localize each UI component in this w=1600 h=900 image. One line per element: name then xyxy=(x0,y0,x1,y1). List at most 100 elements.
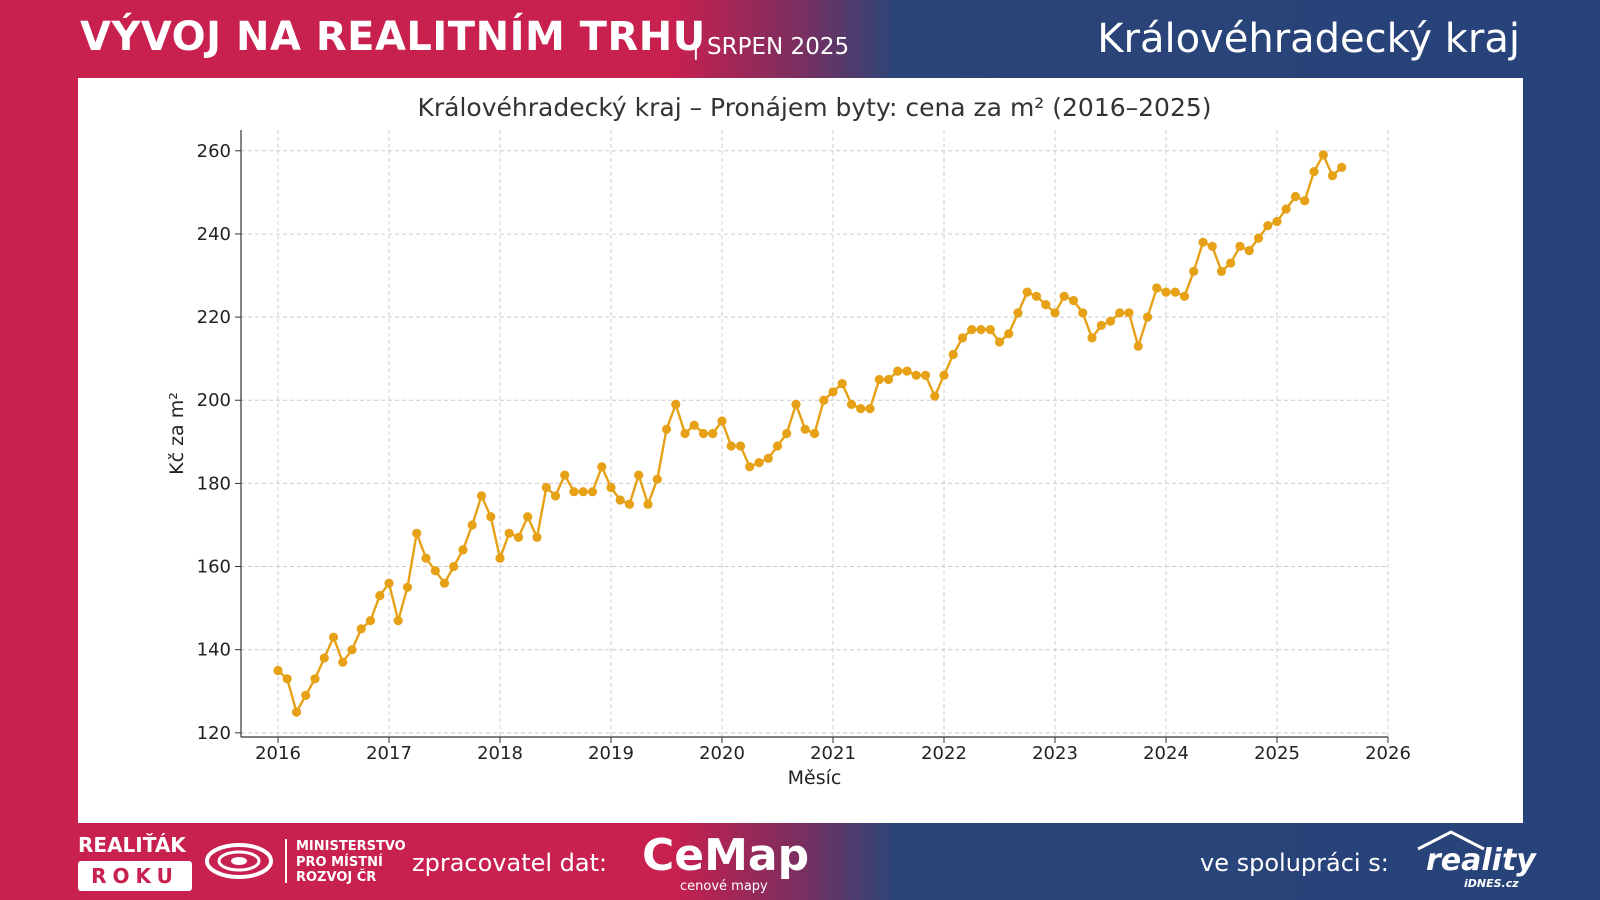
data-point xyxy=(1031,291,1042,301)
data-point xyxy=(550,491,561,501)
data-point xyxy=(1105,316,1116,326)
data-point xyxy=(301,690,311,701)
data-point xyxy=(1050,308,1060,318)
data-point xyxy=(273,665,283,676)
data-point xyxy=(828,387,838,397)
data-point xyxy=(837,379,847,389)
data-point xyxy=(338,657,348,667)
data-point xyxy=(1253,233,1264,243)
reality-logo-name: reality xyxy=(1426,843,1536,878)
y-tick-label: 140 xyxy=(197,640,231,661)
data-point xyxy=(1078,308,1088,318)
data-point xyxy=(930,391,940,401)
data-point xyxy=(976,325,986,335)
data-point xyxy=(1226,258,1236,268)
x-tick-label: 2020 xyxy=(699,743,745,764)
data-point xyxy=(375,591,385,601)
data-point xyxy=(1272,216,1282,227)
data-point xyxy=(319,653,329,663)
data-point xyxy=(347,645,357,655)
data-point xyxy=(495,553,505,563)
data-point xyxy=(1068,295,1079,306)
data-point xyxy=(467,520,477,530)
data-point xyxy=(643,499,653,509)
data-point xyxy=(1327,171,1338,181)
data-point xyxy=(1013,308,1023,318)
cemap-logo: CeMap cenové mapy xyxy=(642,830,812,895)
data-point xyxy=(652,474,662,484)
data-point xyxy=(1161,287,1171,297)
data-point xyxy=(1059,291,1069,301)
data-point xyxy=(745,462,755,472)
data-point xyxy=(717,416,727,426)
data-point xyxy=(1300,196,1310,206)
y-tick-label: 220 xyxy=(197,307,231,328)
data-point xyxy=(689,420,699,430)
data-point xyxy=(291,707,302,717)
cemap-logo-name: CeMap xyxy=(642,830,810,881)
data-point xyxy=(893,366,903,376)
partner-label: ve spolupráci s: xyxy=(1200,849,1389,877)
data-point xyxy=(680,428,690,439)
data-point xyxy=(513,532,524,542)
data-point xyxy=(708,428,718,439)
data-point xyxy=(1318,150,1328,160)
data-point xyxy=(606,482,616,493)
data-point xyxy=(920,370,931,380)
data-point xyxy=(661,424,672,434)
data-point xyxy=(911,370,921,380)
data-point xyxy=(1087,333,1097,343)
report-period: | SRPEN 2025 xyxy=(692,34,850,60)
data-point xyxy=(671,399,681,409)
data-point xyxy=(1207,241,1217,251)
data-point xyxy=(883,374,894,385)
data-point xyxy=(449,561,459,572)
data-point xyxy=(356,624,366,634)
house-roof-icon xyxy=(1417,830,1485,851)
y-tick-label: 180 xyxy=(197,473,231,494)
data-point xyxy=(523,512,533,522)
data-point xyxy=(615,495,625,505)
x-tick-label: 2016 xyxy=(255,743,301,764)
data-point xyxy=(328,632,339,642)
data-point xyxy=(1198,237,1208,247)
data-point xyxy=(569,487,579,497)
data-point xyxy=(819,395,829,405)
data-point xyxy=(587,487,598,497)
data-point xyxy=(800,424,810,434)
ministry-line-1: MINISTERSTVO xyxy=(296,839,406,854)
data-point xyxy=(476,491,487,501)
ministry-emblem-icon xyxy=(205,843,273,879)
data-point xyxy=(902,366,912,376)
y-tick-label: 240 xyxy=(197,224,231,245)
data-point xyxy=(1216,266,1227,276)
x-tick-label: 2018 xyxy=(477,743,523,764)
data-point xyxy=(957,333,968,343)
data-point xyxy=(791,399,801,409)
x-tick-label: 2023 xyxy=(1032,743,1078,764)
data-point xyxy=(421,553,431,563)
data-point xyxy=(412,528,422,538)
data-point xyxy=(1281,204,1291,214)
data-processor-label: zpracovatel dat: xyxy=(412,849,608,877)
data-point xyxy=(985,325,995,335)
data-point xyxy=(1235,241,1245,251)
data-point xyxy=(310,674,320,684)
region-name: Královéhradecký kraj xyxy=(1097,16,1520,62)
data-point xyxy=(1337,162,1347,172)
data-point xyxy=(1152,283,1162,293)
x-tick-label: 2025 xyxy=(1254,743,1300,764)
data-point xyxy=(365,616,376,626)
data-point xyxy=(1290,191,1301,202)
data-point xyxy=(541,482,551,493)
ministry-line-2: PRO MÍSTNÍ xyxy=(296,854,383,870)
y-tick-label: 200 xyxy=(197,390,231,411)
data-point xyxy=(560,470,570,480)
data-point xyxy=(1115,308,1125,318)
x-tick-label: 2017 xyxy=(366,743,412,764)
data-point xyxy=(1263,221,1273,231)
data-point xyxy=(439,578,450,588)
data-point xyxy=(772,441,783,451)
data-point xyxy=(486,512,496,522)
data-point xyxy=(1124,308,1134,318)
